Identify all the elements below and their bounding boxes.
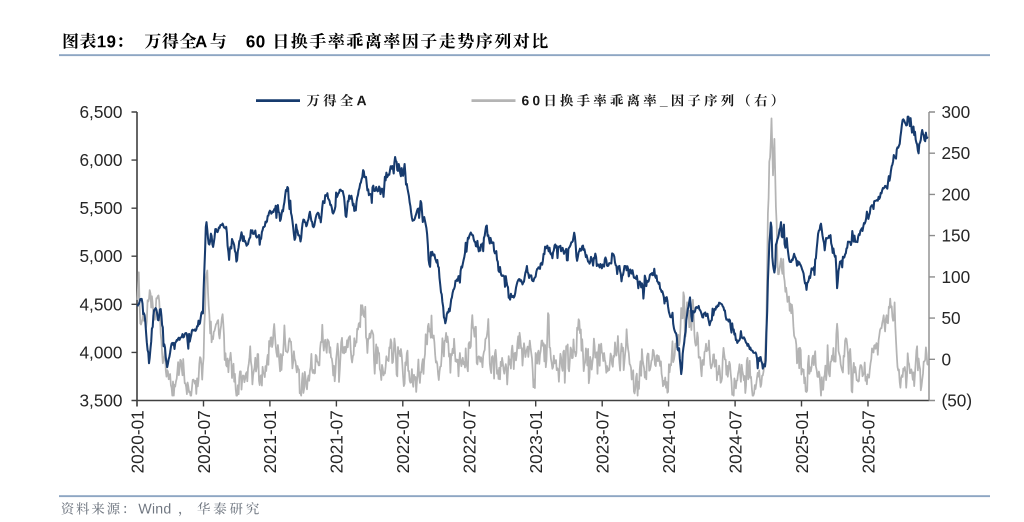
svg-text:2020-07: 2020-07 [194,410,214,473]
svg-text:(50): (50) [942,391,973,411]
svg-text:4,500: 4,500 [79,294,122,314]
svg-text:2023-07: 2023-07 [593,410,613,473]
svg-text:4,000: 4,000 [79,342,122,362]
svg-text:200: 200 [942,184,971,204]
svg-text:0: 0 [942,349,952,369]
svg-text:5,000: 5,000 [79,246,122,266]
svg-text:250: 250 [942,143,971,163]
svg-text:2021-07: 2021-07 [327,410,347,473]
svg-text:3,500: 3,500 [79,391,122,411]
svg-text:2024-07: 2024-07 [725,410,745,473]
svg-text:2025-01: 2025-01 [792,410,812,473]
svg-text:2024-01: 2024-01 [659,410,679,473]
svg-text:2025-07: 2025-07 [858,410,878,473]
svg-text:2022-01: 2022-01 [393,410,413,473]
svg-text:2023-01: 2023-01 [526,410,546,473]
svg-text:6,000: 6,000 [79,150,122,170]
svg-text:100: 100 [942,267,971,287]
svg-text:6,500: 6,500 [79,102,122,122]
svg-text:5,500: 5,500 [79,198,122,218]
svg-text:50: 50 [942,308,961,328]
svg-text:150: 150 [942,226,971,246]
svg-text:2022-07: 2022-07 [460,410,480,473]
svg-text:2020-01: 2020-01 [127,410,147,473]
svg-text:2021-01: 2021-01 [260,410,280,473]
svg-text:300: 300 [942,102,971,122]
